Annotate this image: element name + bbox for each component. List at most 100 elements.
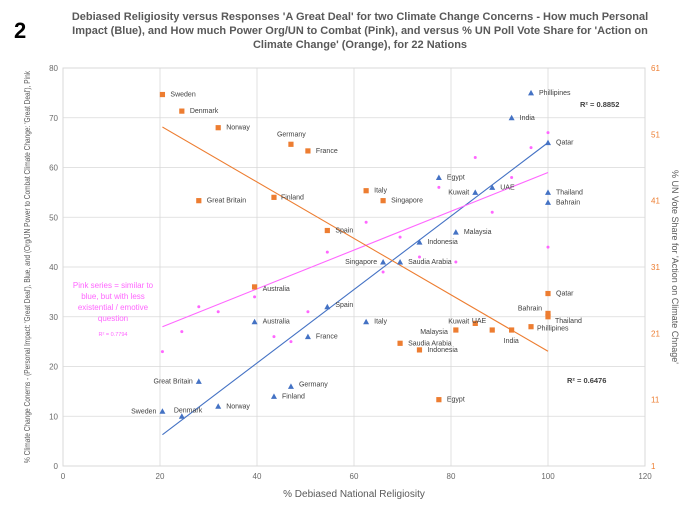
- orange-point-label: Sweden: [170, 92, 195, 99]
- blue-point: [489, 184, 496, 190]
- blue-point: [397, 259, 404, 265]
- x-axis-title: % Debiased National Religiosity: [283, 489, 425, 500]
- blue-point: [472, 189, 479, 195]
- blue-point-label: Spain: [335, 302, 353, 309]
- r2-orange-label: R² = 0.6476: [567, 376, 606, 385]
- orange-point-label: Thailand: [555, 318, 582, 325]
- blue-point-label: Germany: [299, 381, 328, 388]
- blue-point-label: India: [520, 115, 535, 122]
- slide-number: 2: [14, 18, 27, 43]
- trendline-blue: [162, 142, 549, 436]
- y2-axis-title: % UN Vote Share for 'Action on Climate C…: [670, 170, 680, 364]
- pink-point: [473, 156, 477, 160]
- x-tick-label: 100: [541, 472, 555, 481]
- orange-point: [363, 188, 369, 194]
- y2-tick-label: 11: [651, 396, 660, 405]
- orange-point: [251, 284, 258, 290]
- blue-point-label: Australia: [263, 319, 290, 326]
- orange-point-label: Qatar: [556, 291, 574, 298]
- orange-point-label: Egypt: [447, 397, 465, 404]
- blue-point: [416, 239, 423, 245]
- orange-point: [196, 198, 202, 204]
- blue-point-label: France: [316, 334, 338, 341]
- blue-point-label: Malaysia: [464, 229, 492, 236]
- blue-point-label: Great Britain: [154, 378, 193, 385]
- orange-point-label: Bahrain: [518, 305, 542, 312]
- orange-point: [179, 108, 185, 114]
- orange-point-label: UAE: [472, 318, 487, 325]
- r2-pink-label: R² = 0.7794: [99, 332, 128, 338]
- orange-point-label: France: [316, 148, 338, 155]
- orange-point-label: Spain: [335, 228, 353, 235]
- orange-point: [528, 324, 534, 330]
- blue-point-label: Sweden: [131, 408, 156, 415]
- pink-point: [510, 175, 514, 179]
- blue-point: [159, 408, 166, 414]
- pink-point: [253, 295, 257, 299]
- blue-point-label: Phillipines: [539, 90, 571, 97]
- chart-title: Debiased Religiosity versus Responses 'A…: [71, 11, 649, 51]
- orange-point-label: Kuwait: [448, 318, 469, 325]
- orange-point: [305, 148, 311, 154]
- orange-point: [436, 397, 442, 403]
- y2-tick-label: 31: [651, 263, 660, 272]
- pink-point: [381, 270, 385, 274]
- orange-point: [215, 125, 221, 131]
- blue-point: [435, 174, 442, 180]
- orange-point-label: Indonesia: [427, 347, 457, 354]
- blue-point: [304, 333, 311, 340]
- blue-point: [251, 318, 258, 325]
- pink-point: [364, 220, 368, 224]
- y-tick-label: 50: [49, 213, 58, 222]
- pink-point: [398, 235, 402, 239]
- pink-note-line: blue, but with less: [81, 292, 145, 301]
- orange-point-label: Great Britain: [207, 198, 246, 205]
- blue-point-label: Italy: [374, 319, 387, 326]
- blue-point-label: Bahrain: [556, 199, 580, 206]
- blue-point-label: Norway: [226, 403, 250, 410]
- blue-point: [528, 89, 535, 96]
- blue-point-label: Qatar: [556, 140, 574, 147]
- pink-note-line: Pink series = similar to: [73, 281, 154, 290]
- pink-note: Pink series = similar to blue, but with l…: [73, 281, 154, 323]
- x-tick-label: 20: [156, 472, 165, 481]
- orange-point-label: Italy: [374, 188, 387, 195]
- blue-point: [287, 383, 294, 389]
- orange-point: [545, 290, 551, 297]
- orange-point: [271, 194, 277, 200]
- x-tick-label: 40: [253, 472, 262, 481]
- blue-point: [545, 199, 551, 205]
- orange-point: [416, 347, 423, 353]
- blue-point-label: Singapore: [345, 259, 377, 266]
- y-tick-label: 40: [49, 263, 58, 272]
- blue-point-label: Indonesia: [427, 239, 457, 246]
- orange-point-label: Germany: [277, 131, 306, 138]
- pink-point: [272, 335, 276, 339]
- orange-point-label: Finland: [281, 194, 304, 201]
- pink-point: [490, 210, 494, 214]
- pink-note-line: existential / emotive: [78, 303, 149, 312]
- x-tick-label: 80: [447, 472, 456, 481]
- trendline-pink: [162, 171, 549, 328]
- orange-point: [159, 91, 166, 98]
- blue-point-label: Kuwait: [448, 189, 469, 196]
- y2-tick-label: 41: [651, 197, 660, 206]
- orange-point: [288, 141, 294, 147]
- blue-point: [195, 378, 202, 384]
- y-axis-title: % Climate Change Conerns - (Personal Imp…: [22, 70, 32, 463]
- x-tick-label: 60: [350, 472, 359, 481]
- pink-point: [180, 330, 184, 334]
- pink-point: [216, 310, 220, 314]
- x-tick-label: 120: [638, 472, 652, 481]
- y2-tick-label: 61: [651, 64, 660, 73]
- blue-point: [270, 393, 277, 399]
- y-tick-label: 70: [49, 114, 58, 123]
- orange-point: [489, 327, 495, 333]
- orange-point-label: Malaysia: [420, 329, 448, 336]
- pink-note-line: question: [98, 314, 128, 323]
- orange-point: [453, 327, 459, 333]
- blue-point-label: Denmark: [174, 407, 203, 414]
- orange-point: [472, 320, 478, 326]
- orange-point-label: Singapore: [391, 198, 423, 205]
